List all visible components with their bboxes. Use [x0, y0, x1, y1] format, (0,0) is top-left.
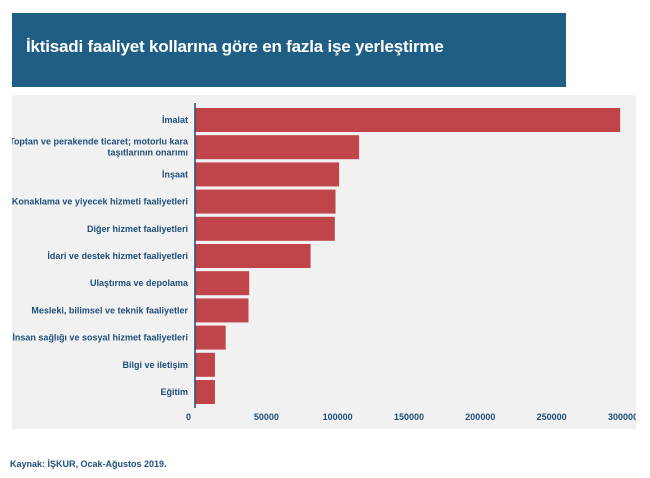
bar	[195, 216, 335, 241]
bar	[195, 271, 250, 296]
bar	[195, 380, 215, 404]
bar	[195, 352, 215, 377]
bar	[195, 244, 311, 268]
x-tick-label: 50000	[254, 412, 279, 422]
x-tick-label: 300000	[608, 412, 636, 422]
category-label: Mesleki, bilimsel ve teknik faaliyetler	[31, 305, 188, 315]
category-label: Bilgi ve iletişim	[122, 360, 188, 370]
x-tick-label: 200000	[465, 412, 495, 422]
bar	[195, 162, 340, 187]
page-title: İktisadi faaliyet kollarına göre en fazl…	[26, 37, 444, 56]
title-banner: İktisadi faaliyet kollarına göre en fazl…	[12, 13, 566, 87]
category-label: İnşaat	[162, 169, 188, 179]
chart-panel: İmalat Toptan ve perakende ticaret; motor…	[12, 95, 636, 429]
category-label: İmalat	[162, 115, 188, 125]
x-tick-label: 100000	[323, 412, 353, 422]
bar	[195, 189, 336, 214]
bar	[195, 298, 249, 323]
bar	[195, 325, 226, 350]
category-label: İnsan sağlığı ve sosyal hizmet faaliyetl…	[12, 333, 188, 343]
x-tick-label: 0	[186, 412, 191, 422]
category-label: Eğitim	[160, 387, 188, 397]
x-tick-label: 250000	[537, 412, 567, 422]
category-label: İdari ve destek hizmet faaliyetleri	[47, 251, 188, 261]
category-label: Diğer hizmet faaliyetleri	[87, 224, 188, 234]
x-tick-label: 150000	[394, 412, 424, 422]
category-label: Toptan ve perakende ticaret; motorlu kar…	[12, 137, 189, 158]
source-note: Kaynak: İŞKUR, Ocak-Ağustos 2019.	[10, 459, 167, 469]
bar	[195, 135, 360, 160]
category-label: Konaklama ve yiyecek hizmeti faaliyetler…	[12, 197, 188, 207]
category-label: Ulaştırma ve depolama	[90, 278, 189, 288]
bar	[195, 108, 621, 132]
bar-chart: İmalat Toptan ve perakende ticaret; motor…	[12, 103, 636, 422]
